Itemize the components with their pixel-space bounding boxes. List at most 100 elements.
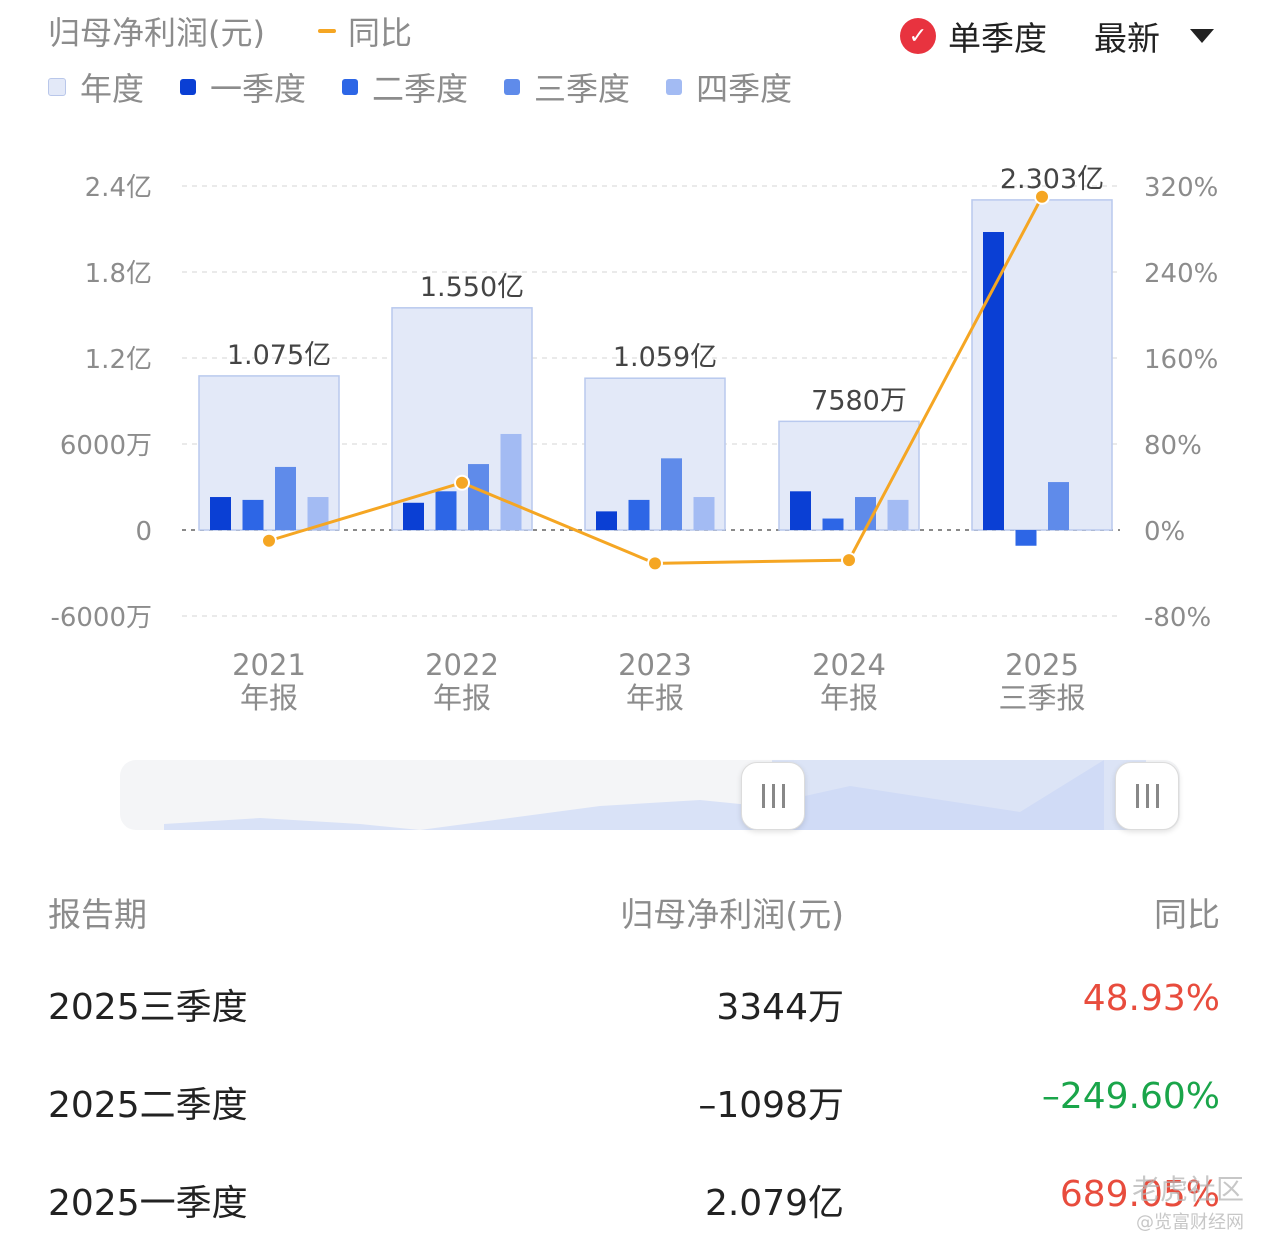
x-axis-year-label: 2023 [618,648,692,682]
row-period: 2025二季度 [48,1085,248,1126]
quarter-bar-q2 [1015,530,1037,546]
quarter-bar-q4 [887,499,909,530]
watermark-line2: @览富财经网 [1136,1212,1244,1233]
quarter-bar-q1 [403,502,424,530]
header-period: 报告期 [48,895,147,934]
legend-label: 年度 [80,70,145,108]
line-legend-swatch [318,29,336,33]
quarter-bar-q3 [661,458,682,530]
y-left-tick-label: -6000万 [50,603,152,633]
quarter-bar-q1 [210,497,231,530]
table-row[interactable]: 2025二季度 –1098万 –249.60% [48,1062,1220,1160]
x-axis-period-label: 年报 [433,681,491,715]
x-axis-period-label: 年报 [820,681,878,715]
single-quarter-toggle[interactable]: ✓ 单季度 [900,12,1047,60]
grip-icon [1155,784,1159,808]
grip-icon [1145,784,1149,808]
slider-right-handle[interactable] [1115,762,1179,830]
row-net-profit: –1098万 [698,1085,844,1126]
y-right-tick-label: 240% [1144,259,1218,289]
chart-title: 归母净利润(元) [48,14,265,52]
legend-annual[interactable]: 年度 [48,64,144,110]
range-slider-selection[interactable] [772,760,1146,830]
y-right-tick-label: 0% [1144,517,1185,547]
legend-label: 四季度 [696,70,793,108]
row-period: 2025一季度 [48,1183,248,1224]
check-icon: ✓ [900,18,936,54]
caret-down-icon [1190,29,1214,43]
annual-value-label: 7580万 [811,385,907,416]
watermark-line1: 老虎社区 [1131,1173,1244,1206]
y-left-tick-label: 2.4亿 [85,173,152,203]
yoy-point [454,474,470,491]
yoy-point [841,552,857,569]
y-left-tick-label: 6000万 [60,431,152,461]
legend-swatch [342,79,359,95]
legend-q4[interactable]: 四季度 [666,64,792,110]
legend-swatch [180,79,197,95]
table-header: 报告期 归母净利润(元) 同比 [48,888,1220,948]
quarter-bar-q3 [275,466,296,530]
legend-q1[interactable]: 一季度 [180,64,306,110]
grip-icon [781,784,785,808]
annual-value-label: 2.303亿 [1000,164,1104,195]
legend-label: 一季度 [210,70,307,108]
table-row[interactable]: 2025一季度 2.079亿 689.05% [48,1160,1220,1258]
header-net-profit: 归母净利润(元) [620,895,844,934]
y-right-tick-label: 160% [1144,345,1218,375]
legend-q2[interactable]: 二季度 [342,64,468,110]
y-left-tick-label: 1.2亿 [85,345,152,375]
row-yoy: 689.05% [1059,1174,1220,1215]
quarter-bar-q4 [307,497,329,530]
legend-swatch [666,79,683,95]
y-left-tick-label: 0 [135,517,152,547]
y-left-tick-label: 1.8亿 [85,259,152,289]
quarter-bar-q2 [822,518,844,530]
slider-left-handle[interactable] [741,762,805,830]
annual-value-label: 1.059亿 [613,342,717,373]
legend-q3[interactable]: 三季度 [504,64,630,110]
x-axis-period-label: 年报 [240,681,298,715]
x-axis-year-label: 2024 [812,648,886,682]
profit-chart[interactable]: 2.4亿 320% 1.8亿 240% 1.2亿 160% 6000万 80% 0 0% -6000… [0,130,1268,730]
y-right-tick-label: 80% [1144,431,1202,461]
quarter-bar-q2 [435,491,457,530]
table-row[interactable]: 2025三季度 3344万 48.93% [48,964,1220,1062]
yoy-point [647,555,663,572]
legend-swatch [504,79,521,95]
header-yoy: 同比 [1154,895,1220,934]
row-period: 2025三季度 [48,987,248,1028]
quarter-bar-q4 [693,497,715,530]
series-legend: 年度 一季度 二季度 三季度 四季度 [48,64,828,110]
quarter-bar-q3 [468,464,489,530]
quarter-bar-q3 [1048,482,1069,530]
row-net-profit: 2.079亿 [704,1183,844,1224]
period-dropdown[interactable]: 最新 [1094,12,1214,60]
y-right-tick-label: -80% [1144,603,1211,633]
yoy-line-legend[interactable]: 同比 [318,8,412,54]
quarterly-table: 报告期 归母净利润(元) 同比 2025三季度 3344万 48.93% 202… [48,888,1220,1258]
x-axis-year-label: 2021 [232,648,306,682]
grip-icon [761,784,765,808]
quarter-bar-q1 [596,511,617,530]
x-axis-year-label: 2025 [1005,648,1079,682]
watermark: 老虎社区 @览富财经网 [1132,1168,1244,1234]
annual-value-label: 1.550亿 [420,272,524,303]
row-yoy: 48.93% [1082,978,1220,1019]
yoy-point [261,532,277,549]
x-axis-year-label: 2022 [425,648,499,682]
annual-value-label: 1.075亿 [227,340,331,371]
x-axis-period-label: 三季报 [998,681,1085,715]
quarter-bar-q2 [628,499,650,530]
yoy-legend-label: 同比 [348,14,413,52]
single-quarter-label: 单季度 [948,19,1047,58]
y-right-tick-label: 320% [1144,173,1218,203]
period-dropdown-label: 最新 [1094,19,1160,58]
legend-label: 二季度 [372,70,469,108]
legend-label: 三季度 [534,70,631,108]
quarter-bar-q4 [500,433,522,530]
row-net-profit: 3344万 [716,987,844,1028]
row-yoy: –249.60% [1041,1076,1220,1117]
grip-icon [1135,784,1139,808]
quarter-bar-q1 [790,491,811,530]
